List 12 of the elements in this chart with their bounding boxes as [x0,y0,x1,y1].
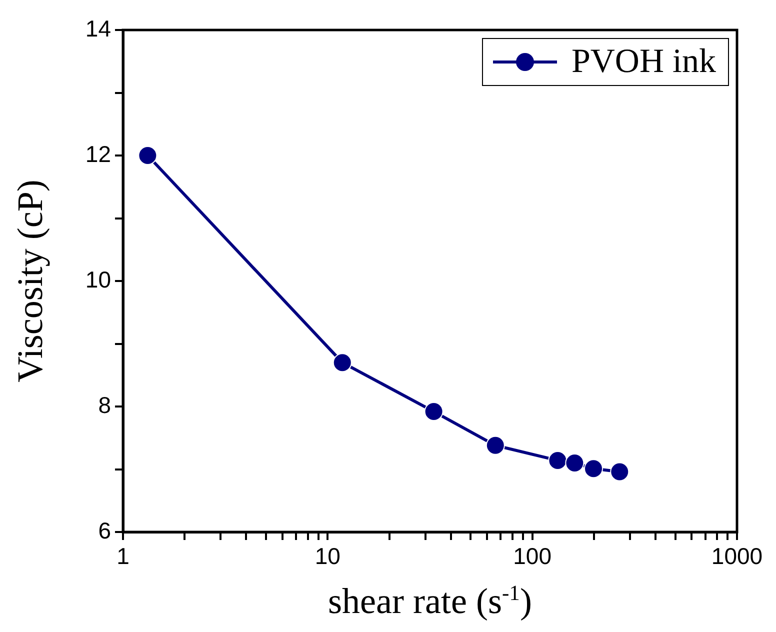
y-tick-label: 10 [85,266,111,292]
y-axis-title: Viscosity (cP) [9,180,51,382]
x-tick-label: 100 [513,543,552,570]
y-tick-label: 8 [98,392,111,418]
legend-label: PVOH ink [571,43,716,81]
x-tick-label: 10 [314,543,340,570]
y-tick-label: 6 [98,517,111,544]
x-tick-label: 1000 [711,543,763,570]
x-tick-label: 1 [116,543,130,570]
y-tick-label: 12 [85,140,111,167]
x-axis-title: shear rate (s$^{-1}$) [327,580,533,622]
y-tick-label: 14 [85,15,112,42]
